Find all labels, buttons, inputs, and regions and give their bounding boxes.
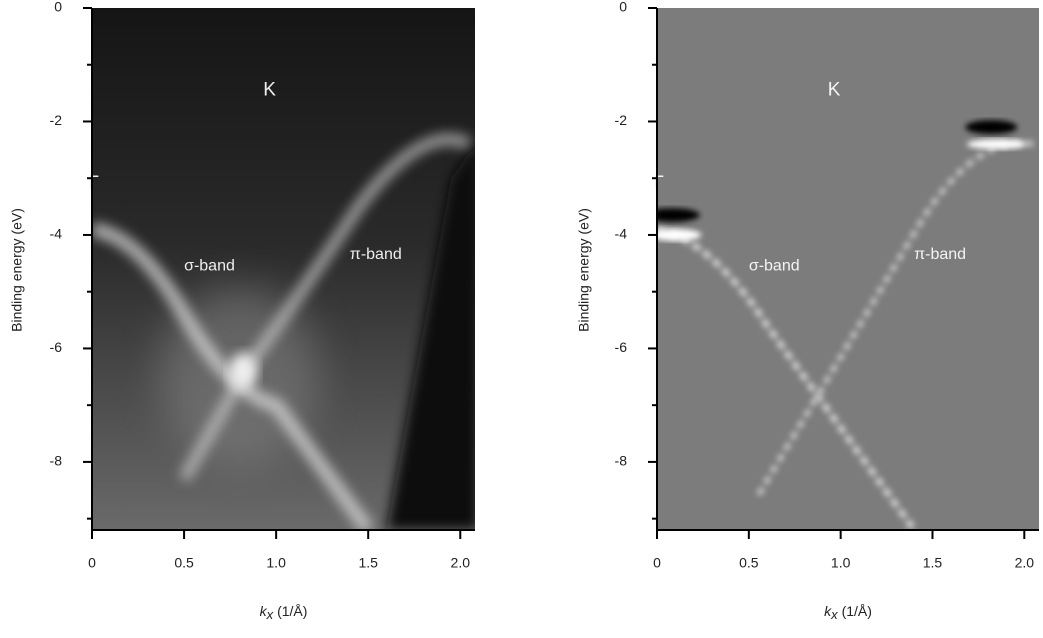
y-tick-label: 0: [54, 0, 62, 15]
dark-blob: [965, 120, 1018, 135]
x-label-symbol: k: [824, 603, 832, 619]
y-axis-label: Binding energy (eV): [576, 208, 592, 332]
hot-spot: [228, 353, 257, 390]
x-tick-label: 0: [653, 555, 661, 571]
annotation: K: [828, 79, 841, 100]
x-axis-label: kx (1/Å): [260, 603, 308, 623]
x-tick-label: 1.0: [266, 555, 286, 571]
band-feature: [92, 222, 374, 530]
y-axis-label: Binding energy (eV): [9, 208, 25, 332]
y-tick-label: -4: [615, 226, 628, 242]
x-tick-label: 1.0: [831, 555, 851, 571]
y-tick-label: 0: [619, 0, 627, 15]
annotation: Γ: [653, 173, 663, 194]
image-background: [657, 8, 1039, 530]
x-tick-label: 1.5: [923, 555, 943, 571]
x-label-unit: (1/Å): [842, 603, 872, 619]
x-tick-label: 0.5: [739, 555, 759, 571]
dark-region: [386, 143, 475, 530]
x-label-unit: (1/Å): [277, 603, 307, 619]
y-tick-label: -6: [50, 339, 63, 355]
y-tick-label: -8: [615, 453, 628, 469]
x-tick-label: 0: [88, 555, 96, 571]
y-tick-label: -4: [50, 226, 63, 242]
x-label-subscript: x: [266, 607, 274, 622]
y-tick-label: -2: [615, 112, 628, 128]
image-panel: [657, 8, 1039, 530]
x-tick-label: 0.5: [174, 555, 194, 571]
x-tick-label: 1.5: [358, 555, 378, 571]
y-tick-label: -2: [50, 112, 63, 128]
annotation: σ-band: [184, 257, 235, 274]
annotation: Γ: [88, 173, 98, 194]
annotation: π-band: [914, 246, 966, 263]
bright-blob: [657, 228, 702, 241]
image-panel: [92, 8, 475, 530]
x-axis-label: kx (1/Å): [824, 603, 872, 623]
y-tick-label: -8: [50, 453, 63, 469]
dark-blob: [657, 208, 700, 223]
band-feature: [178, 133, 473, 482]
x-tick-label: 2.0: [451, 555, 471, 571]
x-tick-label: 2.0: [1015, 555, 1035, 571]
y-tick-label: -6: [615, 339, 628, 355]
annotation: σ-band: [749, 257, 800, 274]
annotation: K: [263, 79, 276, 100]
x-label-subscript: x: [830, 607, 838, 622]
annotation: π-band: [350, 246, 402, 263]
x-label-symbol: k: [260, 603, 268, 619]
bright-blob: [966, 139, 1027, 150]
